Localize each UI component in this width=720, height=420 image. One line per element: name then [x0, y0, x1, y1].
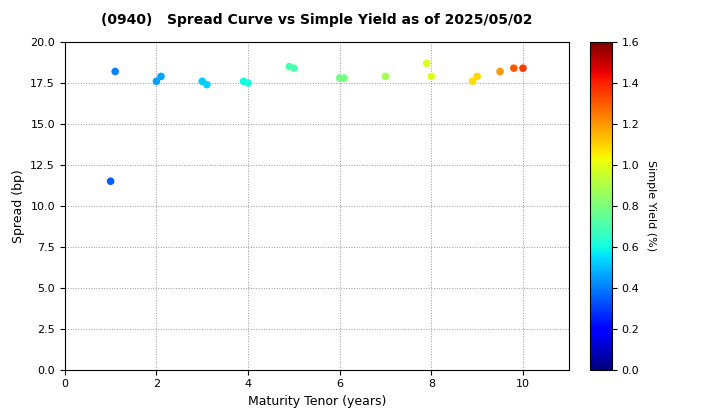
Point [288, 65, 300, 71]
Point [197, 78, 208, 85]
X-axis label: Maturity Tenor (years): Maturity Tenor (years) [248, 395, 386, 408]
Point [517, 65, 528, 71]
Point [426, 73, 437, 80]
Point [105, 178, 117, 184]
Point [238, 78, 249, 85]
Point [467, 78, 478, 85]
Y-axis label: Spread (bp): Spread (bp) [12, 169, 24, 243]
Point [508, 65, 520, 71]
Point [243, 79, 254, 86]
Y-axis label: Simple Yield (%): Simple Yield (%) [646, 160, 656, 251]
Point [201, 81, 212, 88]
Point [156, 73, 167, 80]
Point [472, 73, 483, 80]
Point [379, 73, 391, 80]
Point [109, 68, 121, 75]
Point [150, 78, 162, 85]
Point [421, 60, 433, 67]
Point [334, 75, 346, 81]
Point [495, 68, 506, 75]
Point [284, 63, 295, 70]
Text: (0940)   Spread Curve vs Simple Yield as of 2025/05/02: (0940) Spread Curve vs Simple Yield as o… [101, 13, 533, 26]
Point [338, 75, 350, 81]
